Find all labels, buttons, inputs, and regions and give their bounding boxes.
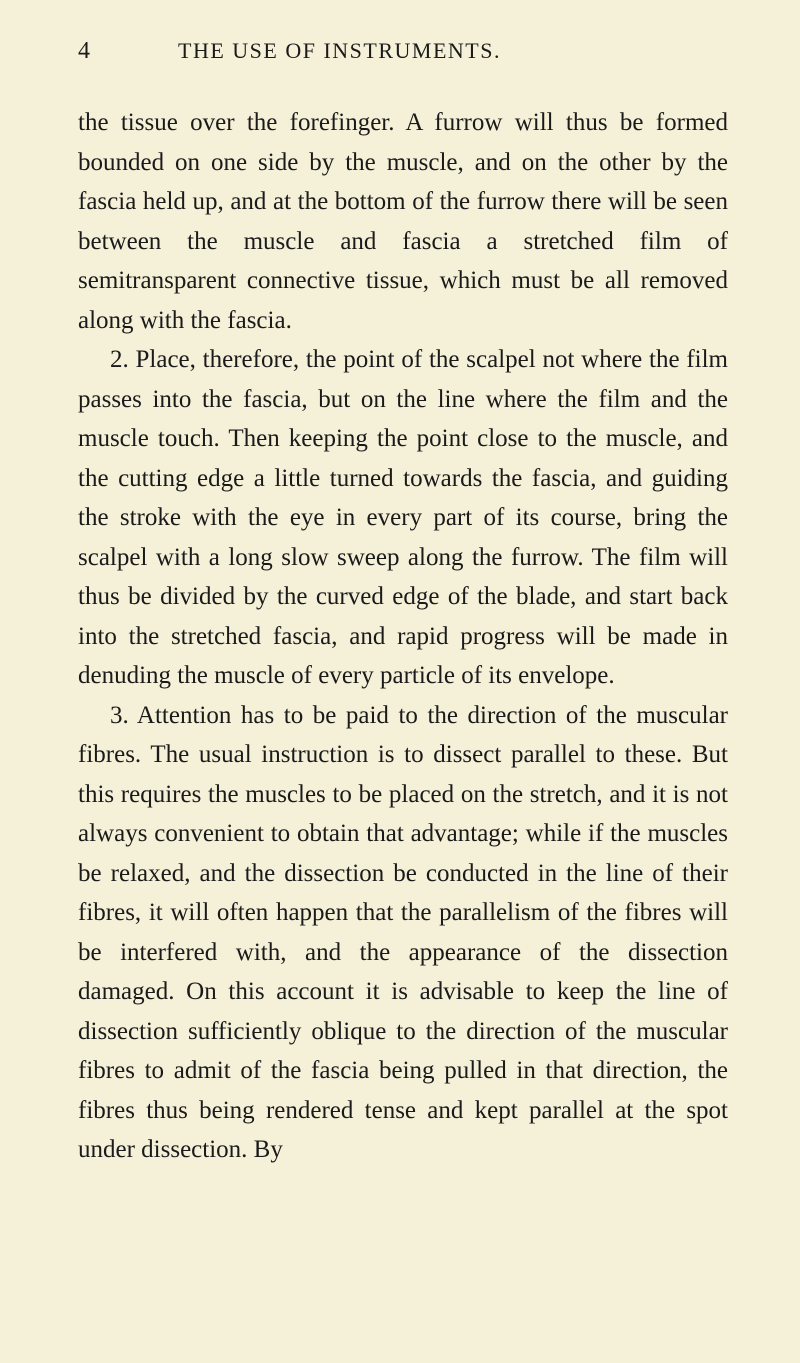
paragraph-1: the tissue over the forefinger. A furrow…	[78, 103, 728, 340]
page-header-title: THE USE OF INSTRUMENTS.	[178, 38, 501, 64]
paragraph-3: 3. Attention has to be paid to the direc…	[78, 696, 728, 1170]
page-header-row: 4 THE USE OF INSTRUMENTS.	[78, 38, 728, 65]
paragraph-2: 2. Place, therefore, the point of the sc…	[78, 340, 728, 696]
body-text-container: the tissue over the forefinger. A furrow…	[78, 103, 728, 1170]
page-number: 4	[78, 38, 90, 65]
